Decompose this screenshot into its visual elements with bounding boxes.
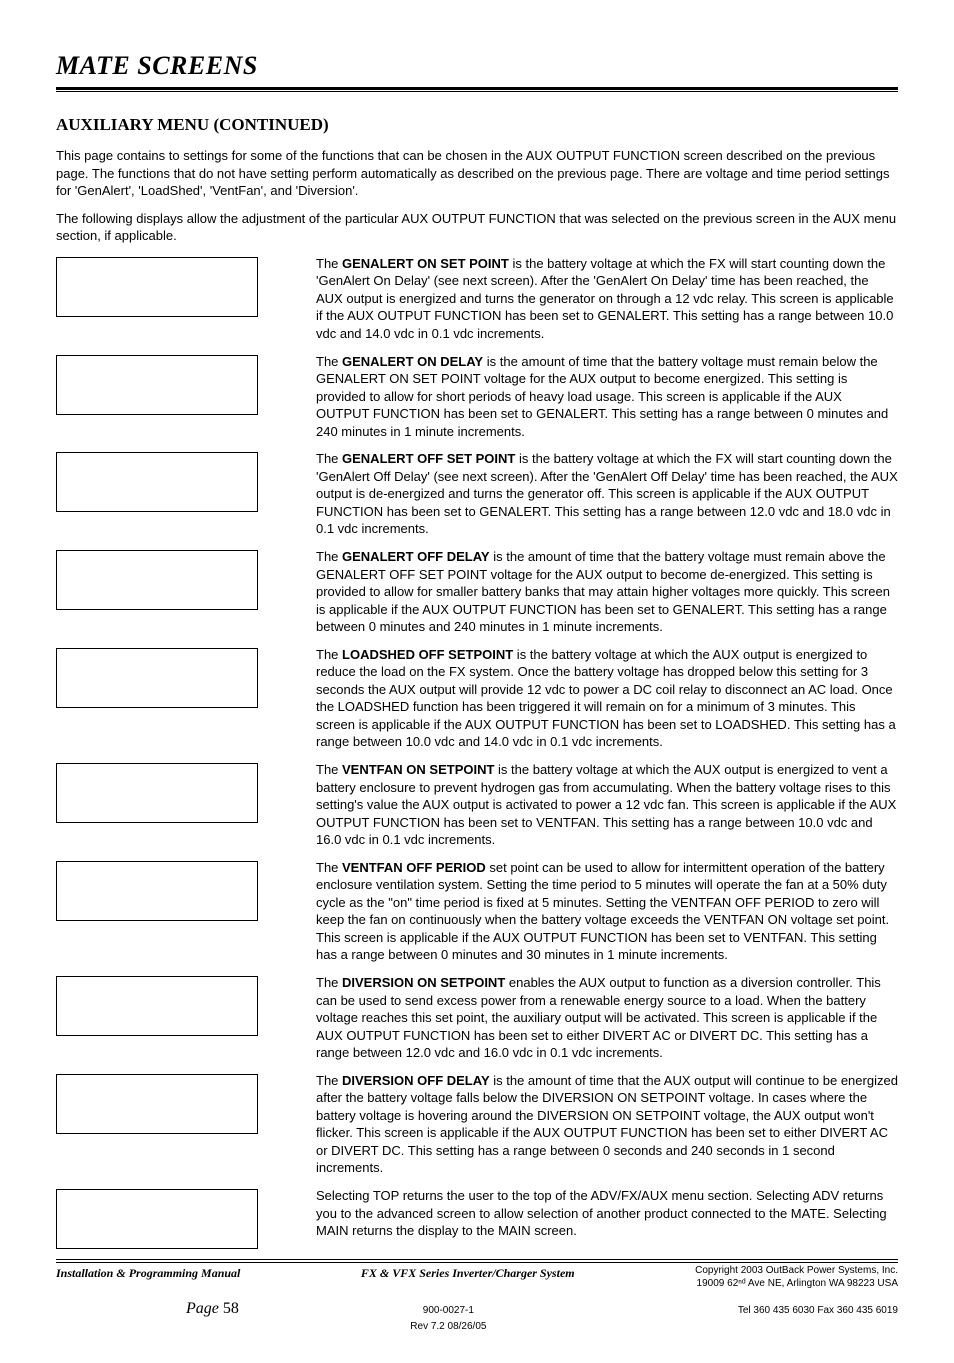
screen-box	[56, 976, 258, 1036]
page-number-row: Page 58 900-0027-1 Rev 7.2 08/26/05 Tel …	[56, 1298, 898, 1333]
entry-text: The VENTFAN ON SETPOINT is the battery v…	[316, 761, 898, 849]
intro-paragraph-1: This page contains to settings for some …	[56, 147, 898, 200]
entry-prefix: The	[316, 549, 342, 564]
screen-box	[56, 763, 258, 823]
rule-thin	[56, 91, 898, 92]
entry-label: GENALERT OFF DELAY	[342, 549, 490, 564]
entry-row: The GENALERT ON DELAY is the amount of t…	[56, 353, 898, 441]
entry-prefix: The	[316, 762, 342, 777]
screen-box	[56, 550, 258, 610]
entry-prefix: The	[316, 354, 342, 369]
entry-row: The VENTFAN OFF PERIOD set point can be …	[56, 859, 898, 964]
entries-list: The GENALERT ON SET POINT is the battery…	[56, 255, 898, 1249]
footer-contact: Tel 360 435 6030 Fax 360 435 6019	[738, 1304, 898, 1318]
screen-box	[56, 452, 258, 512]
entry-label: GENALERT ON DELAY	[342, 354, 483, 369]
screen-box	[56, 355, 258, 415]
screen-box	[56, 257, 258, 317]
footer-center: FX & VFX Series Inverter/Charger System	[240, 1265, 695, 1290]
entry-text: The GENALERT OFF SET POINT is the batter…	[316, 450, 898, 538]
footer-docno: 900-0027-1	[239, 1304, 658, 1318]
entry-row: The GENALERT ON SET POINT is the battery…	[56, 255, 898, 343]
entry-row: The GENALERT OFF DELAY is the amount of …	[56, 548, 898, 636]
footer: Installation & Programming Manual FX & V…	[56, 1265, 898, 1290]
footer-right: Copyright 2003 OutBack Power Systems, In…	[695, 1265, 898, 1290]
entry-row: The VENTFAN ON SETPOINT is the battery v…	[56, 761, 898, 849]
entry-label: DIVERSION OFF DELAY	[342, 1073, 490, 1088]
footer-address: 19009 62ⁿᵈ Ave NE, Arlington WA 98223 US…	[695, 1278, 898, 1291]
page-num-value: 58	[223, 1300, 239, 1317]
page-header: MATE SCREENS	[56, 48, 898, 85]
entry-text: The DIVERSION ON SETPOINT enables the AU…	[316, 974, 898, 1062]
footer-rule-thick	[56, 1262, 898, 1263]
entry-label: VENTFAN OFF PERIOD	[342, 860, 486, 875]
entry-text: The VENTFAN OFF PERIOD set point can be …	[316, 859, 898, 964]
entry-prefix: The	[316, 647, 342, 662]
entry-body: set point can be used to allow for inter…	[316, 860, 889, 963]
entry-row: The LOADSHED OFF SETPOINT is the battery…	[56, 646, 898, 751]
footer-center-title: FX & VFX Series Inverter/Charger System	[240, 1265, 695, 1281]
footer-copyright: Copyright 2003 OutBack Power Systems, In…	[695, 1265, 898, 1278]
screen-box	[56, 1189, 258, 1249]
entry-text: The DIVERSION OFF DELAY is the amount of…	[316, 1072, 898, 1177]
entry-text: The GENALERT OFF DELAY is the amount of …	[316, 548, 898, 636]
screen-box	[56, 1074, 258, 1134]
entry-text: The GENALERT ON SET POINT is the battery…	[316, 255, 898, 343]
entry-text: Selecting TOP returns the user to the to…	[316, 1187, 898, 1240]
entry-body: is the amount of time that the AUX outpu…	[316, 1073, 898, 1176]
footer-rule-thin	[56, 1259, 898, 1260]
page-label: Page	[186, 1300, 219, 1317]
entry-body: is the battery voltage at which the AUX …	[316, 647, 896, 750]
entry-text: The LOADSHED OFF SETPOINT is the battery…	[316, 646, 898, 751]
entry-row: Selecting TOP returns the user to the to…	[56, 1187, 898, 1249]
entry-prefix: The	[316, 1073, 342, 1088]
rule-thick	[56, 87, 898, 90]
entry-label: DIVERSION ON SETPOINT	[342, 975, 505, 990]
entry-prefix: The	[316, 975, 342, 990]
entry-row: The DIVERSION OFF DELAY is the amount of…	[56, 1072, 898, 1177]
entry-label: GENALERT OFF SET POINT	[342, 451, 515, 466]
entry-prefix: The	[316, 860, 342, 875]
intro-paragraph-2: The following displays allow the adjustm…	[56, 210, 898, 245]
entry-row: The DIVERSION ON SETPOINT enables the AU…	[56, 974, 898, 1062]
entry-row: The GENALERT OFF SET POINT is the batter…	[56, 450, 898, 538]
footer-rev-text: Rev 7.2 08/26/05	[410, 1321, 486, 1332]
footer-rev: 900-0027-1 Rev 7.2 08/26/05	[239, 1318, 738, 1333]
entry-text: The GENALERT ON DELAY is the amount of t…	[316, 353, 898, 441]
section-title: AUXILIARY MENU (CONTINUED)	[56, 114, 898, 137]
entry-body: Selecting TOP returns the user to the to…	[316, 1188, 887, 1238]
footer-left: Installation & Programming Manual	[56, 1265, 240, 1290]
entry-prefix: The	[316, 451, 342, 466]
screen-box	[56, 648, 258, 708]
entry-prefix: The	[316, 256, 342, 271]
entry-label: VENTFAN ON SETPOINT	[342, 762, 494, 777]
entry-label: LOADSHED OFF SETPOINT	[342, 647, 513, 662]
entry-label: GENALERT ON SET POINT	[342, 256, 509, 271]
page-number: Page 58	[186, 1298, 239, 1320]
screen-box	[56, 861, 258, 921]
